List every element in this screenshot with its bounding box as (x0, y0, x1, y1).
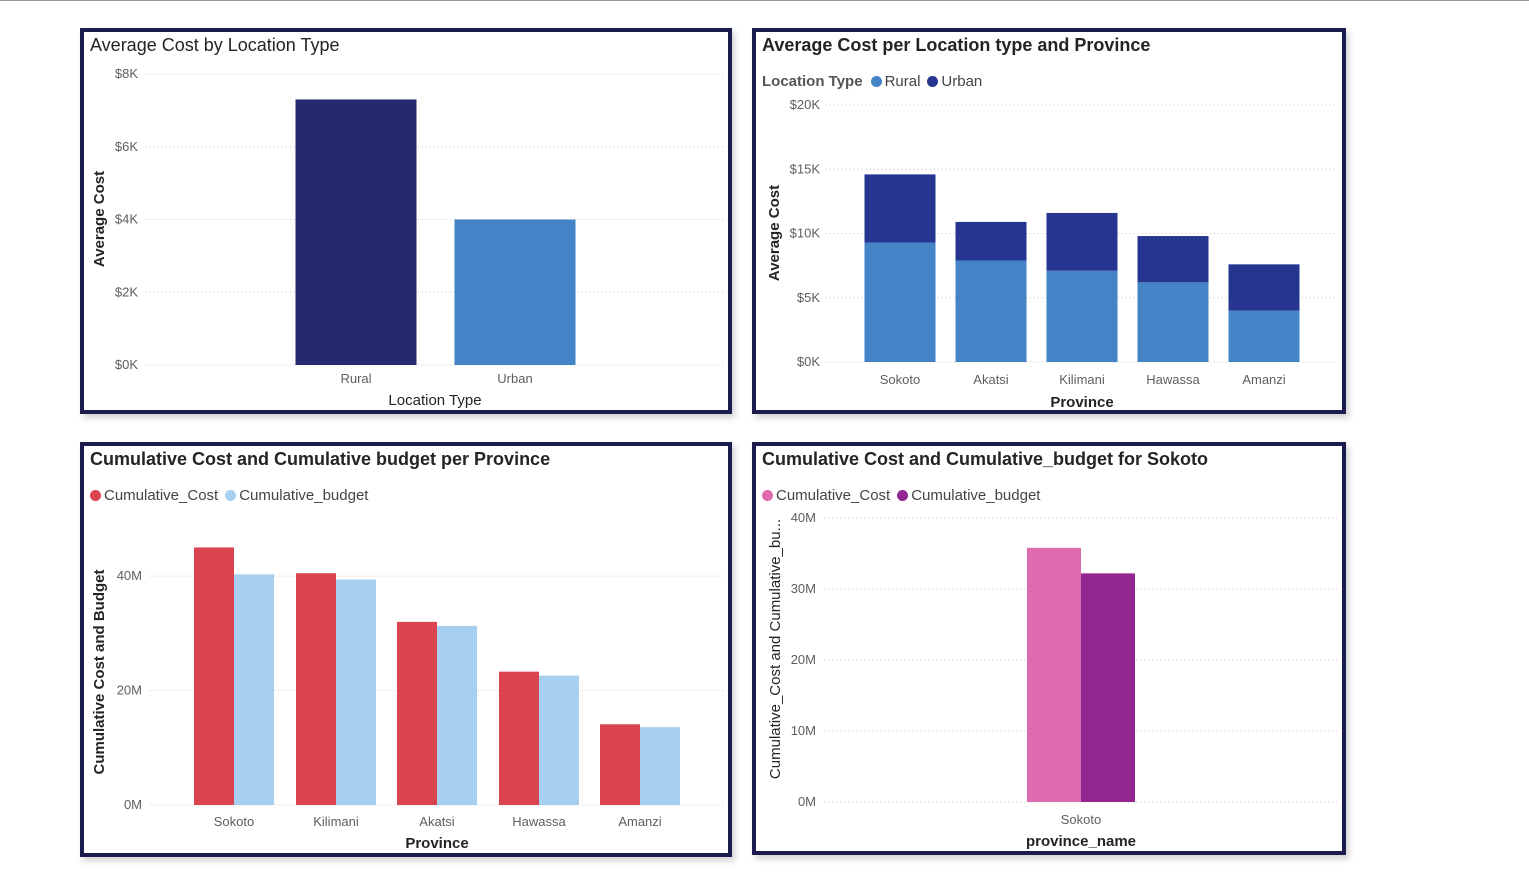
x-axis-label: province_name (1026, 833, 1136, 850)
legend-label-urban: Urban (941, 73, 983, 90)
bar-sokoto-rural (864, 242, 936, 362)
x-tick-label: Akatsi (973, 372, 1009, 387)
legend-label-cumulative-budget: Cumulative_budget (239, 487, 369, 504)
y-axis-label: Cumulative_Cost and Cumulative_bu... (767, 519, 784, 779)
legend-label-cumulative-budget: Cumulative_budget (911, 487, 1041, 504)
x-axis-label: Province (1050, 394, 1113, 410)
legend-dot-cumulative-cost (762, 490, 773, 501)
bar-urban (454, 219, 576, 365)
x-tick-label: Sokoto (214, 814, 254, 829)
bar-akatsi-urban (955, 221, 1027, 261)
legend: Location Type Rural Urban (762, 73, 989, 90)
panel-cumulative-cost-and-budget-for-sokoto[interactable]: Cumulative Cost and Cumulative_budget fo… (752, 442, 1346, 855)
bar-akatsi-rural (955, 260, 1027, 362)
y-axis-label: Average Cost (766, 185, 783, 281)
x-tick-label: Sokoto (1061, 812, 1101, 827)
y-tick-label: $15K (790, 161, 821, 176)
y-axis-label: Average Cost (91, 171, 108, 267)
legend-dot-urban (927, 76, 939, 87)
y-tick-label: $2K (115, 284, 138, 299)
y-tick-label: 30M (791, 581, 816, 596)
bar-hawassa-cumulative-budget (539, 675, 579, 805)
bar-akatsi-cumulative-cost (397, 621, 437, 805)
bar-hawassa-rural (1137, 282, 1209, 362)
legend-item-urban[interactable]: Urban (927, 73, 982, 90)
panel-average-cost-by-location-type[interactable]: Average Cost by Location Type $0K $2K $4K $… (80, 28, 732, 414)
legend-item-cumulative-cost[interactable]: Cumulative_Cost (90, 487, 218, 504)
x-tick-label: Amanzi (1242, 372, 1285, 387)
chart-title: Average Cost per Location type and Provi… (762, 35, 1151, 55)
chart-title: Average Cost by Location Type (90, 35, 340, 55)
bar-kilimani-urban (1046, 212, 1118, 271)
legend-dot-cumulative-cost (90, 490, 101, 501)
bar-hawassa-cumulative-cost (499, 671, 539, 805)
x-axis-label: Province (405, 835, 468, 852)
x-tick-label: Urban (497, 371, 532, 386)
chart-cumulative-cost-and-budget-per-province: 0M 20M 40M Sokoto Kilimani Akatsi Hawassa Amanz… (91, 547, 724, 852)
chart-cumulative-cost-and-budget-for-sokoto: 0M 10M 20M 30M 40M Sokoto province_name Cumulat… (767, 510, 1338, 850)
x-tick-label: Kilimani (313, 814, 359, 829)
x-tick-label: Hawassa (512, 814, 566, 829)
bar-sokoto-cumulative-budget (1081, 573, 1135, 802)
bar-amanzi-cumulative-budget (640, 727, 680, 805)
legend-item-cumulative-budget[interactable]: Cumulative_budget (897, 487, 1040, 504)
x-tick-label: Sokoto (880, 372, 920, 387)
x-tick-label: Hawassa (1146, 372, 1200, 387)
y-tick-label: $0K (115, 357, 138, 372)
bar-amanzi-urban (1228, 264, 1300, 311)
y-tick-label: $4K (115, 212, 138, 227)
legend-label-cumulative-cost: Cumulative_Cost (104, 487, 219, 504)
bar-hawassa-urban (1137, 236, 1209, 283)
legend-title: Location Type (762, 73, 863, 90)
legend-dot-rural (870, 76, 882, 87)
y-tick-label: $0K (797, 354, 820, 369)
x-axis-label: Location Type (388, 392, 481, 409)
legend-item-cumulative-budget[interactable]: Cumulative_budget (225, 487, 368, 504)
bar-akatsi-cumulative-budget (437, 625, 477, 805)
y-tick-label: $6K (115, 139, 138, 154)
x-tick-label: Amanzi (618, 814, 661, 829)
legend-dot-cumulative-budget (897, 490, 909, 501)
y-tick-label: 0M (124, 797, 142, 812)
bar-amanzi-rural (1228, 310, 1300, 362)
y-tick-label: 20M (117, 683, 142, 698)
chart-title: Cumulative Cost and Cumulative budget pe… (90, 449, 551, 469)
legend: Cumulative_Cost Cumulative_budget (90, 487, 375, 504)
y-tick-label: 40M (791, 510, 816, 525)
y-tick-label: 40M (117, 568, 142, 583)
y-tick-label: $20K (790, 97, 821, 112)
bar-amanzi-cumulative-cost (600, 724, 640, 805)
bar-kilimani-cumulative-cost (296, 573, 336, 805)
chart-average-cost-by-location-type: $0K $2K $4K $6K $8K Rural Urban Location Type Av… (91, 66, 724, 409)
y-tick-label: $8K (115, 66, 138, 81)
bar-kilimani-cumulative-budget (336, 579, 376, 805)
legend-item-cumulative-cost[interactable]: Cumulative_Cost (762, 487, 890, 504)
y-tick-label: 10M (791, 723, 816, 738)
y-tick-label: 0M (798, 794, 816, 809)
top-divider (0, 0, 1529, 1)
legend: Cumulative_Cost Cumulative_budget (762, 487, 1047, 504)
y-tick-label: $10K (790, 226, 821, 241)
panel-average-cost-per-location-type-and-province[interactable]: Average Cost per Location type and Provi… (752, 28, 1346, 414)
bar-sokoto-cumulative-cost (1027, 547, 1081, 802)
x-tick-label: Kilimani (1059, 372, 1105, 387)
x-tick-label: Akatsi (419, 814, 455, 829)
chart-average-cost-per-location-type-and-province: $0K $5K $10K $15K $20K Sokoto Akatsi Kilimani Ha… (766, 97, 1338, 410)
x-tick-label: Rural (340, 371, 371, 386)
bar-rural (295, 99, 417, 366)
legend-label-rural: Rural (884, 73, 921, 90)
chart-title: Cumulative Cost and Cumulative_budget fo… (762, 449, 1209, 469)
legend-dot-cumulative-budget (225, 490, 237, 501)
bar-sokoto-cumulative-cost (194, 547, 234, 805)
y-axis-label: Cumulative Cost and Budget (91, 569, 108, 774)
panel-cumulative-cost-and-budget-per-province[interactable]: Cumulative Cost and Cumulative budget pe… (80, 442, 732, 857)
y-tick-label: 20M (791, 652, 816, 667)
bar-kilimani-rural (1046, 270, 1118, 362)
bar-sokoto-urban (864, 174, 936, 243)
legend-item-rural[interactable]: Rural (870, 73, 921, 90)
y-tick-label: $5K (797, 290, 820, 305)
legend-label-cumulative-cost: Cumulative_Cost (776, 487, 891, 504)
bar-sokoto-cumulative-budget (234, 574, 274, 805)
